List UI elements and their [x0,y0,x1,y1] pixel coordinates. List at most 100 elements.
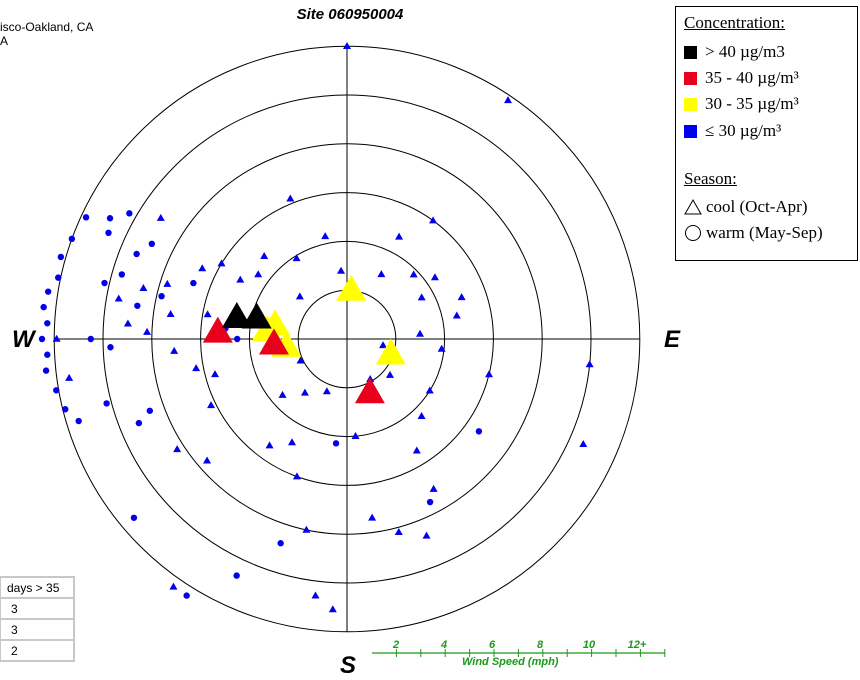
data-point-circle [277,540,284,547]
data-point-triangle [368,513,377,521]
scale-tick-label: 10 [582,639,596,651]
legend-label: cool (Oct-Apr) [706,197,808,216]
data-point-triangle [379,341,388,349]
data-point-circle [234,335,241,343]
compass-west-label: W [12,326,35,353]
data-point-circle [42,367,50,374]
data-point-triangle [322,387,331,395]
data-point-triangle [295,292,304,300]
data-point-triangle [385,370,394,378]
table-cell: 3 [0,597,75,620]
data-point-circle [44,288,52,295]
data-point-circle [148,240,156,248]
data-point-circle [40,303,47,311]
data-point-triangle [258,328,289,355]
scale-tick-label: 12+ [627,639,647,651]
data-point-triangle [422,531,431,539]
scale-tick-label: 6 [488,639,496,651]
data-point-triangle [260,251,269,259]
data-point-triangle [203,456,212,464]
data-point-circle [101,279,108,287]
legend-label: ≤ 30 µg/m³ [705,121,782,140]
data-point-triangle [504,96,513,104]
data-point-circle [103,400,110,407]
data-point-circle [57,253,65,261]
days-over-35-table: days > 35 3 3 2 [0,576,75,662]
data-point-triangle [430,273,439,281]
data-point-circle [233,572,240,579]
data-point-triangle [425,386,434,394]
data-point-triangle [302,525,311,533]
data-point-triangle [207,401,216,409]
data-point-circle [38,335,46,343]
legend-item: warm (May-Sep) [684,223,823,243]
data-point-triangle [337,266,346,274]
polar-grid [53,45,641,633]
data-point-triangle [394,528,403,536]
legend: Concentration: > 40 µg/m3 35 - 40 µg/m³ … [675,6,858,261]
scale-tick-label: 8 [536,639,544,651]
data-point-triangle [409,270,418,278]
data-point-triangle [457,293,466,301]
data-point-triangle [417,293,426,301]
data-point-triangle [198,264,207,272]
data-point-triangle [166,310,175,318]
data-point-triangle [286,194,295,202]
data-point-triangle [292,254,301,262]
legend-item: > 40 µg/m3 [684,42,785,62]
data-point-circle [126,210,133,217]
data-point-triangle [278,390,287,398]
legend-label: 35 - 40 µg/m³ [705,68,799,87]
data-point-triangle [241,302,272,329]
data-point-triangle [236,275,245,283]
legend-swatch [684,71,697,85]
data-point-triangle [485,370,494,378]
table-row: 2 [0,639,75,662]
table-row: 3 [0,597,75,620]
table-row: 3 [0,618,75,641]
compass-east-label: E [664,326,681,353]
legend-label: 30 - 35 µg/m³ [705,94,799,113]
data-point-triangle [429,216,438,224]
location-line: isco-Oakland, CA [0,20,94,34]
data-point-triangle [311,591,320,599]
legend-swatch [684,45,697,59]
wind-scale-bar [372,649,666,657]
chart-title: Site 060950004 [296,6,404,23]
data-point-circle [426,498,434,506]
legend-label: > 40 µg/m3 [705,42,785,61]
table-cell: 2 [0,639,75,662]
data-point-circle [135,419,143,427]
data-point-triangle [416,329,425,337]
data-point-triangle [377,270,386,278]
data-point-triangle [65,373,74,381]
data-point-triangle [203,310,212,318]
location-line: A [0,34,9,48]
table-header-cell: days > 35 [0,576,75,599]
data-point-circle [146,407,154,414]
data-point-triangle [437,344,446,352]
data-point-triangle [156,213,165,221]
data-point-circle [158,292,165,300]
data-point-circle [44,351,51,358]
legend-label: warm (May-Sep) [706,223,823,242]
data-point-triangle [354,377,385,404]
data-point-circle [130,514,138,521]
data-point-triangle [412,446,421,454]
data-point-triangle [395,232,404,240]
data-point-triangle [328,605,337,613]
data-point-triangle [417,412,426,420]
data-point-triangle [585,360,594,368]
data-point-triangle [192,364,201,372]
data-point-circle [134,302,141,309]
data-point-circle [44,320,51,327]
data-point-circle [190,279,197,287]
legend-item: 30 - 35 µg/m³ [684,94,799,114]
data-point-triangle [114,294,123,302]
scale-tick-label: 2 [392,639,400,651]
legend-season-header: Season: [684,169,737,188]
data-point-triangle [52,334,61,342]
data-point-triangle [254,270,263,278]
data-point-circle [68,235,76,243]
